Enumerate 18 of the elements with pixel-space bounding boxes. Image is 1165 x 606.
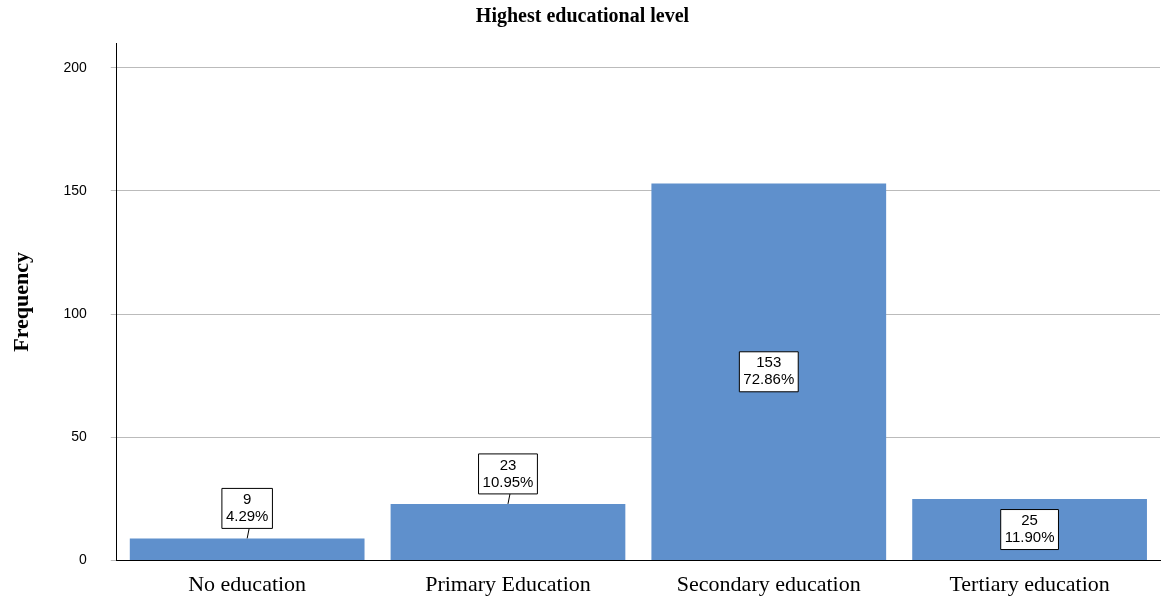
x-tick-label: Primary Education xyxy=(425,570,591,596)
bar xyxy=(129,538,365,561)
x-tick-label: Tertiary education xyxy=(949,570,1110,596)
data-label: 153 72.86% xyxy=(743,353,795,388)
y-tick-label: 200 xyxy=(63,58,87,75)
data-label: 25 11.90% xyxy=(1004,511,1055,546)
x-tick-label: Secondary education xyxy=(676,570,861,596)
y-tick-label: 50 xyxy=(71,428,87,445)
y-tick-label: 0 xyxy=(78,551,87,568)
y-tick-label: 150 xyxy=(63,181,87,198)
bar xyxy=(651,183,887,561)
y-tick-label: 100 xyxy=(63,304,87,321)
x-tick-label: No education xyxy=(188,570,307,596)
y-axis-title: Frequency xyxy=(7,251,33,352)
data-label: 23 10.95% xyxy=(482,455,534,490)
chart-title: Highest educational level xyxy=(475,4,690,28)
data-label: 9 4.29% xyxy=(225,490,269,525)
bar xyxy=(390,503,626,561)
